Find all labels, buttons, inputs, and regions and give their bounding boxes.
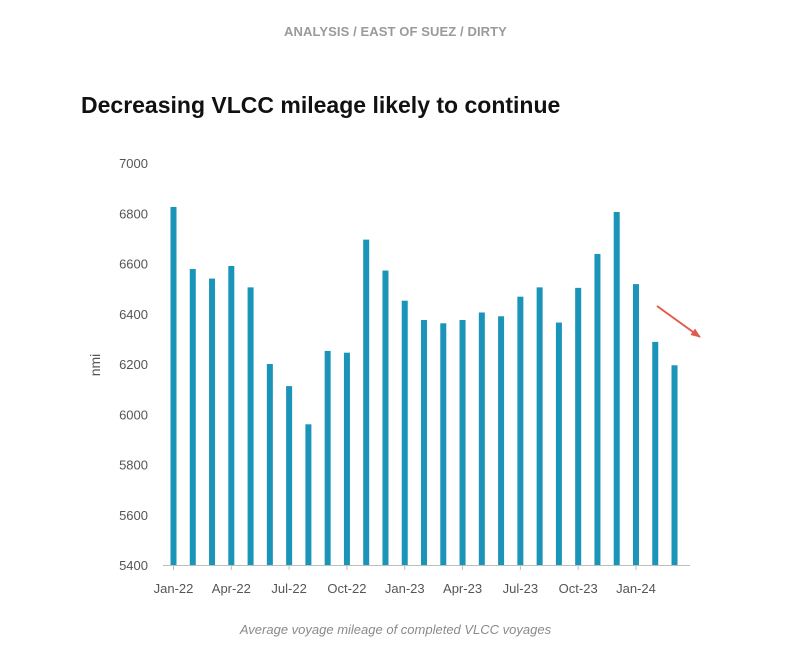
bar-apr-23 [459, 320, 466, 565]
y-tick-label: 6800 [119, 206, 148, 221]
x-tick-label: Apr-23 [443, 581, 482, 596]
bar-jul-22 [286, 386, 293, 565]
bar-jun-22 [266, 364, 273, 565]
bar-may-22 [247, 287, 254, 565]
x-tick-label: Jan-24 [616, 581, 656, 596]
chart-caption: Average voyage mileage of completed VLCC… [239, 622, 552, 637]
x-tick-label: Oct-22 [327, 581, 366, 596]
bar-jan-22 [170, 206, 177, 565]
x-tick-label: Jul-23 [503, 581, 538, 596]
bar-sep-23 [555, 322, 562, 565]
x-tick-label: Jan-22 [154, 581, 194, 596]
bar-oct-22 [343, 352, 350, 565]
bar-feb-22 [189, 269, 196, 565]
x-tick-label: Jul-22 [271, 581, 306, 596]
y-tick-label: 6400 [119, 307, 148, 322]
x-tick-label: Apr-22 [212, 581, 251, 596]
y-tick-label: 5600 [119, 508, 148, 523]
bar-aug-22 [305, 424, 312, 565]
y-tick-label: 5800 [119, 458, 148, 473]
y-tick-label: 5400 [119, 558, 148, 573]
y-axis-ticks: 5400 5600 5800 6000 6200 6400 6600 6800 7000 [119, 156, 148, 573]
y-axis-title: nmi [87, 354, 103, 377]
bar-oct-23 [575, 287, 582, 565]
x-tick-label: Oct-23 [559, 581, 598, 596]
bar-mar-24 [671, 365, 678, 565]
bar-feb-24 [652, 341, 659, 565]
bar-aug-23 [536, 287, 543, 565]
y-tick-label: 6200 [119, 357, 148, 372]
breadcrumb: ANALYSIS / EAST OF SUEZ / DIRTY [284, 24, 507, 39]
y-tick-label: 7000 [119, 156, 148, 171]
bar-sep-22 [324, 350, 331, 565]
bar-jan-23 [401, 300, 408, 565]
bar-nov-23 [594, 253, 601, 565]
x-tick-label: Jan-23 [385, 581, 425, 596]
trend-arrow-icon [656, 305, 701, 338]
bar-mar-23 [440, 323, 447, 565]
bar-mar-22 [209, 278, 216, 565]
y-tick-label: 6000 [119, 407, 148, 422]
bar-jan-24 [632, 284, 639, 565]
bar-nov-22 [363, 239, 370, 565]
bar-jul-23 [517, 296, 524, 565]
bar-apr-22 [228, 266, 235, 565]
bar-series [170, 206, 678, 566]
bar-may-23 [478, 312, 485, 565]
bar-dec-22 [382, 270, 389, 565]
chart-title: Decreasing VLCC mileage likely to contin… [81, 92, 561, 118]
bar-dec-23 [613, 211, 620, 566]
bar-jun-23 [498, 316, 505, 565]
y-tick-label: 6600 [119, 257, 148, 272]
x-axis-ticks: Jan-22 Apr-22 Jul-22 Oct-22 Jan-23 Apr-23 Jul-… [154, 565, 656, 596]
bar-feb-23 [421, 320, 428, 565]
